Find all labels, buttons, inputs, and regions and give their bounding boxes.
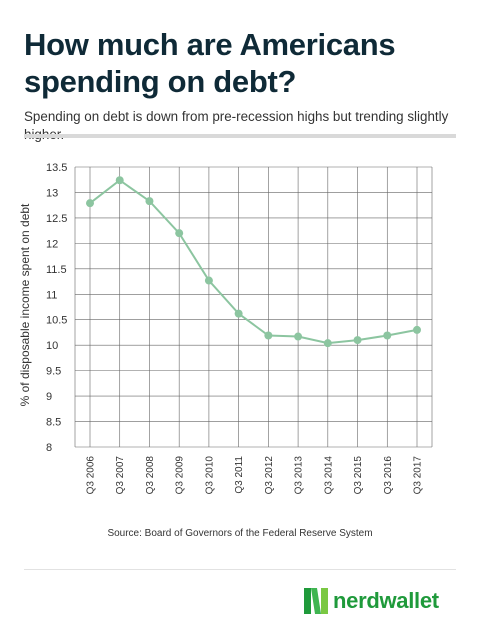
y-tick-label: 10.5 [46, 315, 67, 327]
y-tick-label: 8.5 [46, 417, 61, 429]
x-tick-label: Q3 2007 [115, 456, 126, 495]
x-tick-label: Q3 2014 [323, 456, 334, 495]
chart-subtitle: Spending on debt is down from pre-recess… [24, 109, 449, 142]
x-tick-label: Q3 2006 [86, 456, 97, 495]
y-tick-label: 11.5 [46, 264, 67, 276]
chart-title: How much are Americans spending on debt? [24, 27, 396, 99]
data-point [175, 229, 184, 238]
series-line [89, 178, 418, 345]
x-tick-label: Q3 2016 [383, 456, 394, 495]
y-tick-label: 9 [46, 391, 52, 403]
x-tick-label: Q3 2017 [413, 456, 424, 495]
y-tick-label: 11 [46, 289, 57, 301]
data-point [234, 309, 243, 318]
x-tick-label: Q3 2009 [175, 456, 186, 495]
header-divider [24, 134, 456, 138]
x-tick-label: Q3 2015 [353, 456, 364, 495]
brand-wordmark: nerdwallet [333, 588, 439, 613]
y-tick-label: 9.5 [46, 366, 61, 378]
y-axis-label: % of disposable income spent on debt [18, 203, 32, 406]
y-tick-label: 10 [46, 340, 58, 352]
data-point [383, 331, 392, 340]
x-tick-label: Q3 2008 [145, 456, 156, 495]
y-tick-label: 13 [46, 187, 58, 199]
line-chart: 13.5 13 12.5 12 11.5 11 10.5 10 9.5 9 8.5 8 Q3 2006 Q… [18, 162, 433, 495]
x-tick-label: Q3 2011 [234, 456, 245, 494]
x-tick-label: Q3 2013 [294, 456, 305, 495]
y-tick-label: 13.5 [46, 162, 67, 174]
data-point [294, 332, 303, 341]
x-tick-label: Q3 2012 [264, 456, 275, 495]
data-point [264, 331, 273, 340]
data-point [323, 339, 332, 348]
data-point [115, 176, 124, 185]
data-point [413, 325, 421, 334]
source-note: Source: Board of Governors of the Federa… [107, 528, 373, 539]
data-point [145, 197, 154, 206]
y-tick-label: 12 [46, 238, 58, 250]
x-tick-label: Q3 2010 [204, 456, 215, 495]
nerdwallet-logo: nerdwallet [304, 588, 439, 614]
data-point [353, 336, 362, 345]
nerdwallet-mark-icon [304, 588, 328, 614]
footer-divider [24, 569, 456, 570]
y-tick-label: 8 [46, 442, 52, 454]
data-point [86, 199, 94, 208]
data-point [204, 276, 213, 285]
y-tick-label: 12.5 [46, 213, 67, 225]
